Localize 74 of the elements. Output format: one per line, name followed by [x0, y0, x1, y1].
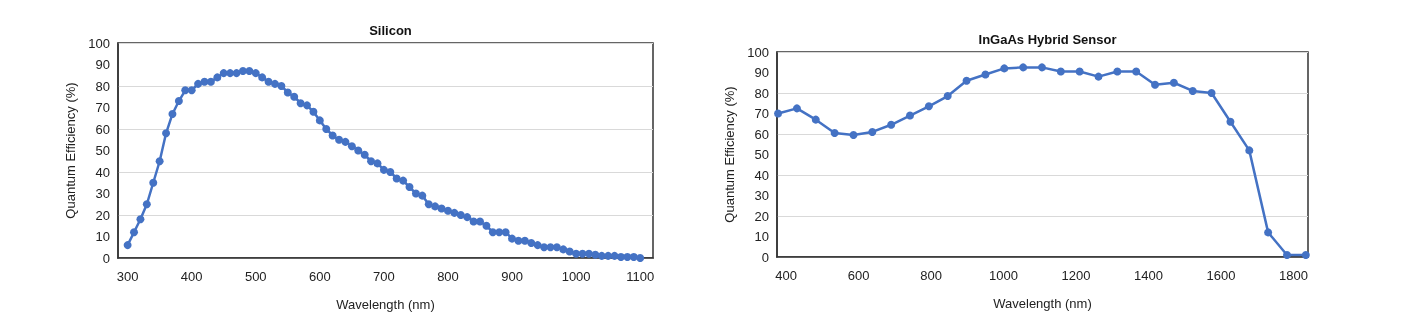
point	[1019, 63, 1028, 72]
y-tick-label: 70	[95, 100, 110, 115]
y-tick-label: 90	[95, 57, 110, 72]
chart-title: Silicon	[369, 23, 412, 38]
point	[887, 120, 896, 129]
y-tick-label: 60	[95, 121, 110, 137]
y-axis-title: Quantum Efficiency (%)	[722, 86, 738, 223]
y-tick-label: 80	[754, 85, 769, 101]
x-axis-title: Wavelength (nm)	[336, 297, 435, 312]
x-tick-label: 1800	[1279, 268, 1308, 283]
point	[868, 127, 877, 136]
y-tick-label: 30	[754, 188, 769, 203]
x-tick-label: 500	[244, 269, 267, 284]
point	[1207, 89, 1216, 97]
y-tick-label: 60	[754, 126, 769, 142]
y-tick-label: 20	[754, 208, 769, 224]
point	[1188, 86, 1197, 95]
point	[1037, 63, 1046, 72]
x-tick-label: 700	[373, 269, 395, 284]
point	[1094, 72, 1103, 81]
x-tick-label: 1200	[1061, 268, 1091, 283]
y-tick-label: 100	[88, 35, 110, 51]
x-tick-label: 400	[775, 268, 797, 283]
x-tick-label: 1000	[561, 269, 591, 284]
y-tick-label: 10	[754, 229, 769, 244]
y-tick-label: 20	[95, 207, 110, 223]
x-tick-label: 800	[920, 268, 942, 283]
x-tick-label: 600	[847, 268, 870, 283]
point	[906, 111, 915, 120]
point	[1301, 250, 1310, 259]
y-tick-label: 10	[95, 229, 110, 244]
point	[943, 92, 952, 101]
point	[830, 128, 839, 137]
point	[981, 70, 990, 79]
y-tick-label: 100	[747, 44, 769, 60]
point	[1169, 78, 1178, 87]
point	[811, 115, 820, 124]
y-tick-label: 50	[95, 143, 110, 158]
point	[1245, 146, 1254, 155]
point	[1056, 67, 1065, 76]
x-tick-label: 600	[308, 269, 331, 284]
x-tick-label: 800	[437, 269, 459, 284]
y-tick-label: 0	[102, 250, 110, 266]
point	[962, 76, 971, 85]
x-tick-label: 400	[180, 269, 203, 284]
point	[774, 109, 783, 118]
y-tick-label: 40	[95, 164, 110, 180]
x-tick-label: 900	[501, 269, 523, 284]
x-axis-title: Wavelength (nm)	[993, 296, 1092, 311]
y-tick-label: 50	[754, 147, 769, 162]
point	[1000, 64, 1009, 73]
y-tick-label: 70	[754, 106, 769, 121]
y-tick-label: 40	[754, 167, 769, 183]
x-tick-label: 300	[116, 269, 139, 284]
y-tick-label: 30	[95, 186, 110, 201]
point	[1075, 67, 1084, 76]
point	[1113, 67, 1122, 76]
point	[792, 104, 801, 113]
point	[924, 102, 933, 111]
point	[1151, 80, 1160, 89]
y-tick-label: 0	[761, 249, 769, 265]
x-tick-label: 1400	[1134, 268, 1163, 283]
x-tick-label: 1000	[989, 268, 1018, 283]
y-tick-label: 90	[754, 65, 769, 80]
y-axis-title: Quantum Efficiency (%)	[63, 82, 79, 219]
point	[1282, 250, 1291, 259]
y-tick-label: 80	[95, 78, 110, 94]
x-tick-label: 1600	[1206, 268, 1236, 283]
point	[1132, 67, 1141, 76]
x-tick-label: 1100	[626, 269, 655, 284]
point	[1226, 117, 1235, 126]
chart-title: InGaAs Hybrid Sensor	[978, 32, 1117, 47]
point	[849, 131, 858, 140]
point	[1264, 228, 1273, 237]
